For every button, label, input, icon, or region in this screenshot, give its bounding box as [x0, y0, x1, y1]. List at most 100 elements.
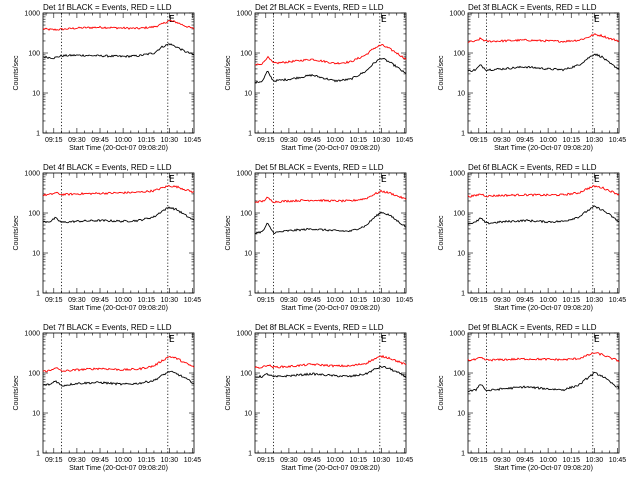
y-tick-label: 1000 — [236, 171, 252, 178]
x-tick-label: 10:15 — [137, 137, 155, 144]
x-tick-label: 09:45 — [516, 137, 534, 144]
x-tick-label: 09:30 — [280, 137, 298, 144]
event-marker-label: E — [594, 334, 600, 345]
lld-rate-series — [42, 355, 195, 373]
event-marker-label: E — [594, 174, 600, 185]
plot-frame — [42, 332, 195, 454]
x-axis-label: Start Time (20-Oct-07 09:08:20) — [69, 145, 168, 152]
panel-title: Det 1f BLACK = Events, RED = LLD — [43, 3, 172, 12]
x-tick-label: 10:45 — [184, 137, 202, 144]
y-tick-label: 10 — [457, 411, 465, 418]
y-tick-label: 1000 — [236, 331, 252, 338]
events-rate-series — [467, 371, 620, 392]
y-tick-label: 1 — [461, 131, 465, 138]
x-tick-label: 10:45 — [184, 297, 202, 304]
panel-title: Det 7f BLACK = Events, RED = LLD — [43, 323, 172, 332]
y-axis-label: Counts/sec — [13, 55, 20, 91]
panel-4: Det 4f BLACK = Events, RED = LLD 1 10 100 10… — [13, 163, 201, 312]
y-tick-label: 100 — [453, 51, 465, 58]
x-tick-label: 09:15 — [45, 137, 63, 144]
events-rate-series — [42, 370, 195, 387]
x-tick-label: 10:00 — [114, 137, 132, 144]
x-tick-label: 10:30 — [161, 457, 179, 464]
events-rate-series — [42, 206, 195, 224]
y-tick-label: 100 — [453, 371, 465, 378]
plot-frame — [254, 12, 407, 134]
plot-frame — [467, 172, 620, 294]
plot-frame — [254, 332, 407, 454]
panel-9: Det 9f BLACK = Events, RED = LLD 1 10 100 10… — [438, 323, 626, 472]
x-tick-label: 09:45 — [91, 137, 109, 144]
x-tick-label: 09:30 — [493, 457, 511, 464]
y-tick-label: 1 — [36, 451, 40, 458]
x-tick-label: 09:15 — [257, 457, 275, 464]
lld-rate-series — [254, 354, 407, 369]
lld-rate-series — [254, 189, 407, 204]
y-tick-label: 1 — [248, 451, 252, 458]
y-tick-label: 1 — [248, 131, 252, 138]
y-tick-label: 10 — [32, 411, 40, 418]
y-tick-label: 10 — [457, 251, 465, 258]
lld-rate-series — [42, 19, 195, 31]
events-rate-series — [254, 211, 407, 235]
y-axis-label: Counts/sec — [13, 215, 20, 251]
event-marker-label: E — [381, 334, 387, 345]
x-axis-label: Start Time (20-Oct-07 09:08:20) — [281, 465, 380, 472]
x-tick-label: 09:15 — [257, 137, 275, 144]
plot-frame — [254, 172, 407, 294]
x-tick-label: 10:30 — [373, 297, 391, 304]
x-axis-label: Start Time (20-Oct-07 09:08:20) — [69, 465, 168, 472]
panel-6: Det 6f BLACK = Events, RED = LLD 1 10 100 10… — [438, 163, 626, 312]
x-tick-label: 09:45 — [91, 457, 109, 464]
x-axis-label: Start Time (20-Oct-07 09:08:20) — [281, 145, 380, 152]
x-axis-label: Start Time (20-Oct-07 09:08:20) — [281, 305, 380, 312]
x-tick-label: 10:45 — [396, 137, 414, 144]
events-rate-series — [254, 57, 407, 84]
x-tick-label: 10:30 — [373, 457, 391, 464]
y-tick-label: 10 — [457, 91, 465, 98]
x-tick-label: 10:00 — [539, 457, 557, 464]
x-tick-label: 10:00 — [326, 137, 344, 144]
panel-title: Det 5f BLACK = Events, RED = LLD — [255, 163, 384, 172]
y-tick-label: 100 — [453, 211, 465, 218]
x-tick-label: 09:30 — [493, 297, 511, 304]
panel-title: Det 3f BLACK = Events, RED = LLD — [468, 3, 597, 12]
x-tick-label: 09:15 — [470, 137, 488, 144]
x-tick-label: 09:30 — [68, 297, 86, 304]
panel-title: Det 9f BLACK = Events, RED = LLD — [468, 323, 597, 332]
panel-5: Det 5f BLACK = Events, RED = LLD 1 10 100 10… — [225, 163, 413, 312]
lld-rate-series — [42, 184, 195, 197]
x-tick-label: 10:45 — [184, 457, 202, 464]
x-tick-label: 10:30 — [161, 137, 179, 144]
event-marker-label: E — [594, 14, 600, 25]
x-tick-label: 09:15 — [45, 457, 63, 464]
x-tick-label: 10:15 — [349, 297, 367, 304]
y-axis-label: Counts/sec — [225, 215, 232, 251]
y-axis-label: Counts/sec — [438, 215, 445, 251]
y-tick-label: 10 — [244, 411, 252, 418]
panel-7: Det 7f BLACK = Events, RED = LLD 1 10 100 10… — [13, 323, 201, 472]
x-tick-label: 10:00 — [326, 297, 344, 304]
x-tick-label: 09:45 — [303, 137, 321, 144]
x-tick-label: 10:45 — [609, 297, 627, 304]
x-tick-label: 10:30 — [161, 297, 179, 304]
lld-rate-series — [467, 352, 620, 363]
x-tick-label: 09:30 — [493, 137, 511, 144]
lld-rate-series — [467, 33, 620, 43]
event-marker-label: E — [169, 174, 175, 185]
x-tick-label: 10:30 — [586, 137, 604, 144]
x-tick-label: 10:15 — [137, 457, 155, 464]
x-tick-label: 09:45 — [516, 457, 534, 464]
y-tick-label: 1000 — [449, 331, 465, 338]
plot-frame — [467, 332, 620, 454]
y-tick-label: 1000 — [449, 171, 465, 178]
x-tick-label: 09:45 — [303, 297, 321, 304]
x-tick-label: 10:00 — [326, 457, 344, 464]
y-tick-label: 1 — [36, 291, 40, 298]
events-rate-series — [254, 365, 407, 379]
x-axis-label: Start Time (20-Oct-07 09:08:20) — [69, 305, 168, 312]
x-tick-label: 09:15 — [257, 297, 275, 304]
x-tick-label: 10:15 — [562, 297, 580, 304]
panel-1: Det 1f BLACK = Events, RED = LLD 1 10 100 10… — [13, 3, 201, 152]
